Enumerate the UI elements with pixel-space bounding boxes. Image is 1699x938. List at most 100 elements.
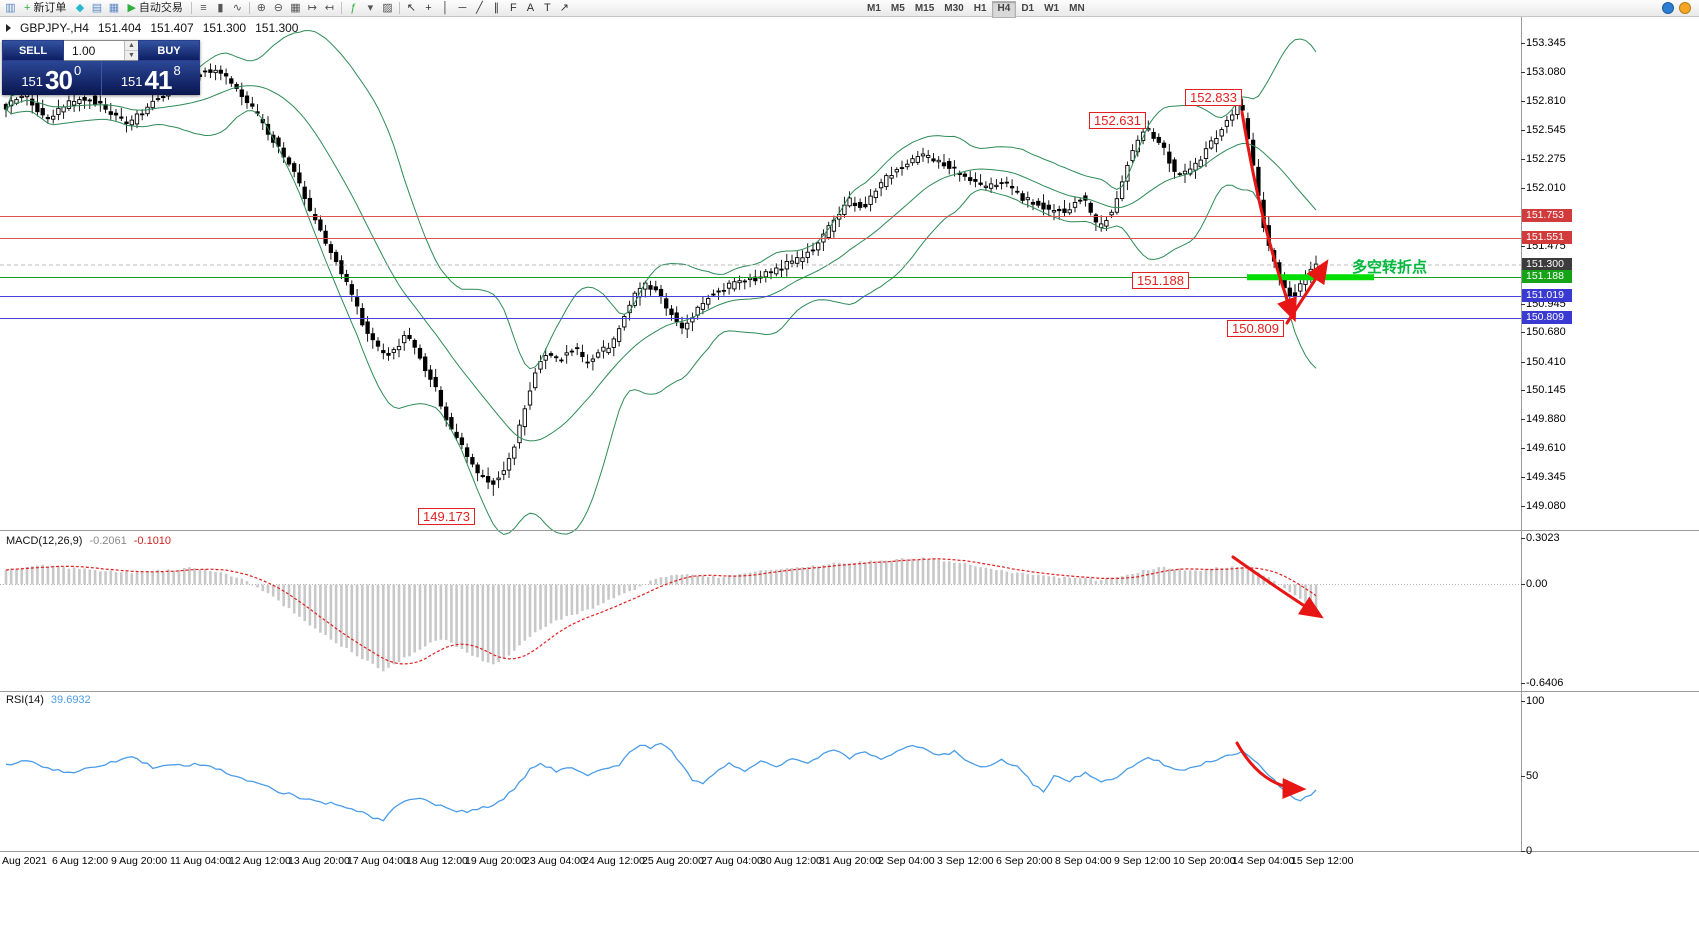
vertical-line-icon[interactable]: │ (441, 1, 449, 14)
chart-ohlc-header: GBPJPY-,H4 151.404 151.407 151.300 151.3… (6, 21, 298, 35)
lot-size-value[interactable]: 1.00 (72, 43, 96, 58)
bid-price[interactable]: 151 30 0 (21, 63, 82, 95)
price-axis-label: 150.145 (1526, 384, 1566, 396)
auto-trading-button-icon: ▶ (127, 1, 136, 14)
high-value: 151.407 (150, 21, 194, 35)
price-axis-label: 152.275 (1526, 153, 1566, 165)
text-icon[interactable]: A (526, 1, 535, 14)
timeframe-button-mn[interactable]: MN (1069, 3, 1085, 14)
indicators-icon[interactable]: ƒ (350, 1, 357, 14)
macd-indicator-label: MACD(12,26,9) -0.2061 -0.1010 (6, 535, 172, 547)
toolbar-separator (398, 2, 400, 14)
date-axis-label: 31 Aug 20:00 (819, 855, 881, 867)
fibonacci-icon[interactable]: F (510, 1, 517, 14)
date-axis-label: 11 Aug 04:00 (170, 855, 232, 867)
price-annotation: 150.809 (1227, 320, 1284, 337)
price-axis-label: 153.345 (1526, 37, 1566, 49)
crosshair-icon[interactable]: + (425, 1, 432, 14)
close-value: 151.300 (255, 21, 299, 35)
cursor-icon[interactable]: ↖ (406, 1, 417, 14)
rsi-scale-label: 0 (1526, 845, 1533, 857)
trendline-icon[interactable]: ╱ (476, 1, 483, 14)
price-annotation: 152.631 (1089, 112, 1146, 129)
timeframe-button-m5[interactable]: M5 (890, 3, 905, 14)
timeframe-button-m30[interactable]: M30 (944, 3, 964, 14)
text-label-icon[interactable]: T (544, 1, 551, 14)
bars-chart-type-icon[interactable]: ≡ (200, 1, 207, 14)
date-axis-label: 17 Aug 04:00 (347, 855, 409, 867)
zoom-out-icon[interactable]: ⊖ (273, 1, 284, 14)
lot-size-field[interactable]: 1.00 ▲ ▼ (64, 40, 138, 61)
symbol-marker-icon (6, 24, 11, 32)
timeframe-buttons: M1 M5 M15 M30 H1 H4 D1 W1 MN (862, 1, 1090, 18)
date-axis-label: 14 Sep 04:00 (1232, 855, 1295, 867)
date-axis-label: 19 Aug 20:00 (465, 855, 527, 867)
date-axis-label: 24 Aug 12:00 (583, 855, 645, 867)
connection-status-icon[interactable] (1679, 2, 1691, 14)
sell-button[interactable]: SELL (2, 40, 64, 61)
horizontal-line-icon[interactable]: ─ (458, 1, 467, 14)
price-badge: 151.753 (1522, 209, 1572, 222)
line-chart-type-icon[interactable]: ∿ (232, 1, 243, 14)
ask-price[interactable]: 151 41 8 (100, 61, 201, 95)
price-axis-label: 152.810 (1526, 95, 1566, 107)
price-axis-label: 150.410 (1526, 356, 1566, 368)
turning-point-annotation: 多空转折点 (1352, 259, 1428, 276)
tile-windows-icon[interactable]: ▦ (290, 1, 301, 14)
date-axis-label: 6 Aug 12:00 (52, 855, 109, 867)
date-axis-label: 15 Sep 12:00 (1291, 855, 1354, 867)
timeframe-button-w1[interactable]: W1 (1044, 3, 1060, 14)
price-badge: 151.551 (1522, 231, 1572, 244)
candles-chart-type-icon[interactable]: ▮ (217, 1, 224, 14)
price-annotation: 149.173 (418, 508, 475, 525)
one-click-trading-panel: SELL 1.00 ▲ ▼ BUY 151 30 0 151 41 8 (2, 40, 200, 95)
toolbar-separator (248, 2, 250, 14)
price-axis-label: 149.080 (1526, 500, 1566, 512)
timeframe-button-d1[interactable]: D1 (1021, 3, 1035, 14)
price-axis-label: 152.010 (1526, 182, 1566, 194)
date-axis-label: 2 Sep 04:00 (878, 855, 935, 867)
new-chart-icon[interactable]: ▥ (5, 1, 16, 14)
macd-scale-label: 0.00 (1526, 578, 1548, 590)
price-axis-label: 152.545 (1526, 124, 1566, 136)
lot-decrease-button[interactable]: ▼ (125, 51, 138, 60)
date-axis-label: 25 Aug 20:00 (642, 855, 704, 867)
chart-shift-icon[interactable]: ↤ (324, 1, 335, 14)
timeframe-button-m15[interactable]: M15 (914, 3, 935, 14)
rsi-scale-label: 50 (1526, 770, 1539, 782)
date-axis-label: 6 Sep 20:00 (996, 855, 1053, 867)
date-axis-label: 13 Aug 20:00 (288, 855, 350, 867)
data-window-icon[interactable]: ▦ (108, 1, 120, 14)
date-axis-label: 10 Sep 20:00 (1173, 855, 1236, 867)
buy-button[interactable]: BUY (138, 40, 200, 61)
price-axis-label: 149.880 (1526, 413, 1566, 425)
equidistant-channel-icon[interactable]: ∥ (493, 1, 500, 14)
mql5-community-icon[interactable]: ◆ (75, 1, 85, 14)
lot-increase-button[interactable]: ▲ (125, 41, 138, 51)
price-axis-label: 153.080 (1526, 66, 1566, 78)
open-value: 151.404 (97, 21, 142, 35)
timeframe-button-h4[interactable]: H4 (991, 1, 1017, 18)
zoom-in-icon[interactable]: ⊕ (256, 1, 267, 14)
date-axis-label: 12 Aug 12:00 (229, 855, 291, 867)
market-watch-icon[interactable]: ▤ (91, 1, 103, 14)
templates-icon[interactable]: ▨ (382, 1, 393, 14)
date-axis-label: 30 Aug 12:00 (760, 855, 822, 867)
low-value: 151.300 (202, 21, 247, 35)
symbol-period-label: GBPJPY-,H4 (20, 21, 89, 35)
auto-scroll-icon[interactable]: ↦ (307, 1, 318, 14)
arrows-tool-icon[interactable]: ↗ (559, 1, 570, 14)
auto-trading-button[interactable]: ▶ 自动交易 (127, 1, 183, 14)
new-order-button[interactable]: + 新订单 (24, 1, 67, 14)
timeframe-button-h1[interactable]: H1 (973, 3, 987, 14)
price-axis-label: 149.610 (1526, 442, 1566, 454)
price-badge: 151.300 (1522, 258, 1572, 271)
toolbar-right-icons (1662, 2, 1691, 14)
timeframe-button-m1[interactable]: M1 (867, 3, 881, 14)
price-badge: 151.019 (1522, 289, 1572, 302)
periods-dropdown-icon[interactable]: ▾ (367, 1, 374, 14)
date-axis-label: 27 Aug 04:00 (701, 855, 763, 867)
price-axis-label: 150.680 (1526, 326, 1566, 338)
community-status-icon[interactable] (1662, 2, 1674, 14)
